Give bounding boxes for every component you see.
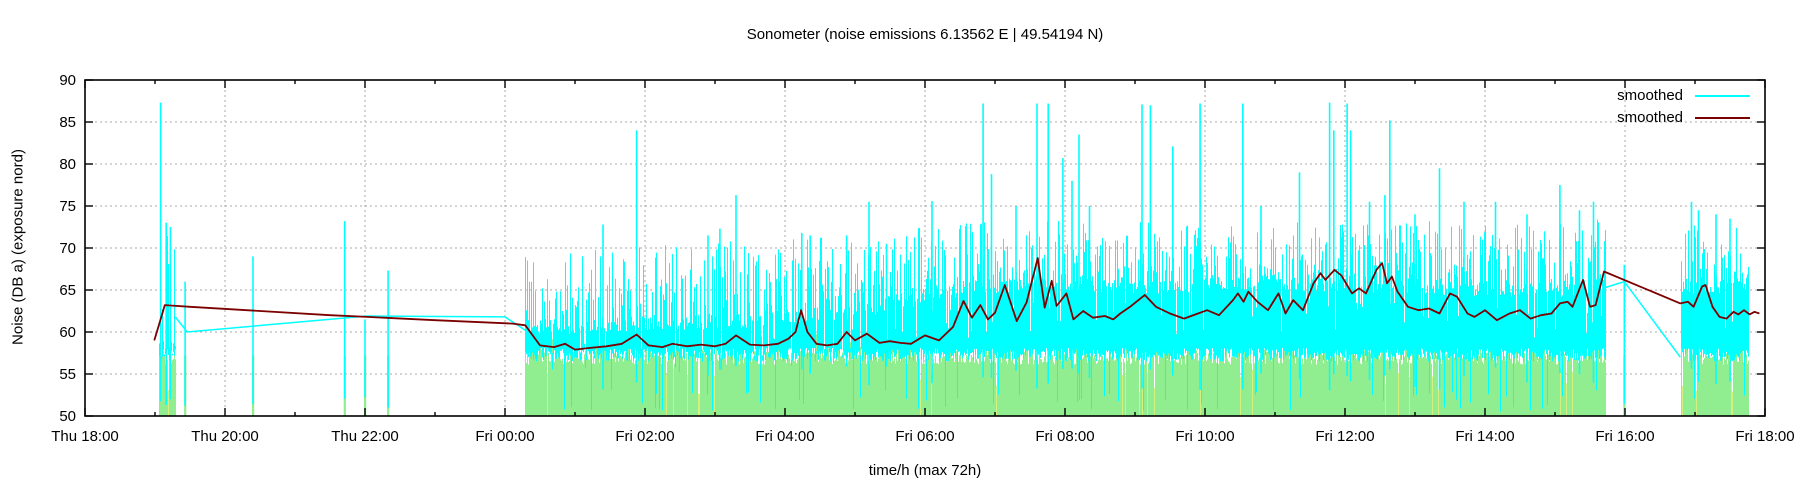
x-tick-label: Fri 08:00 <box>1035 428 1094 445</box>
x-tick-label: Fri 16:00 <box>1595 428 1654 445</box>
y-tick-label: 80 <box>59 156 76 173</box>
x-tick-label: Thu 22:00 <box>331 428 399 445</box>
legend: smoothed smoothed <box>1617 85 1750 129</box>
y-tick-label: 75 <box>59 198 76 215</box>
x-tick-label: Thu 20:00 <box>191 428 259 445</box>
x-tick-label: Fri 06:00 <box>895 428 954 445</box>
legend-label-raw: smoothed <box>1617 87 1683 104</box>
y-tick-label: 60 <box>59 324 76 341</box>
x-tick-label: Fri 04:00 <box>755 428 814 445</box>
y-tick-label: 55 <box>59 366 76 383</box>
x-tick-label: Thu 18:00 <box>51 428 119 445</box>
series-raw-noise <box>159 219 1749 412</box>
chart-title: Sonometer (noise emissions 6.13562 E | 4… <box>746 26 1104 43</box>
y-axis-label: Noise (DB a) (exposure nord) <box>9 149 27 345</box>
y-tick-label: 90 <box>59 72 76 89</box>
x-tick-label: Fri 10:00 <box>1175 428 1234 445</box>
legend-entry-raw: smoothed <box>1617 85 1750 107</box>
axes <box>84 79 1766 417</box>
legend-entry-smoothed: smoothed <box>1617 107 1750 129</box>
x-tick-label: Fri 02:00 <box>615 428 674 445</box>
series-raw-noise-spikes <box>159 102 1731 408</box>
series-smoothed <box>153 257 1760 351</box>
y-tick-label: 65 <box>59 282 76 299</box>
y-tick-label: 50 <box>59 408 76 425</box>
legend-swatch-raw <box>1695 95 1750 97</box>
x-axis-label: time/h (max 72h) <box>868 462 982 479</box>
legend-swatch-smoothed <box>1695 117 1750 119</box>
x-tick-label: Fri 00:00 <box>475 428 534 445</box>
x-tick-label: Fri 14:00 <box>1455 428 1514 445</box>
legend-label-smoothed: smoothed <box>1617 109 1683 126</box>
x-tick-label: Fri 12:00 <box>1315 428 1374 445</box>
tick-labels: Thu 18:00 Thu 20:00 Thu 22:00 Fri 00:00 Fri … <box>51 72 1794 445</box>
x-tick-label: Fri 18:00 <box>1735 428 1794 445</box>
y-tick-label: 85 <box>59 114 76 131</box>
y-tick-label: 70 <box>59 240 76 257</box>
